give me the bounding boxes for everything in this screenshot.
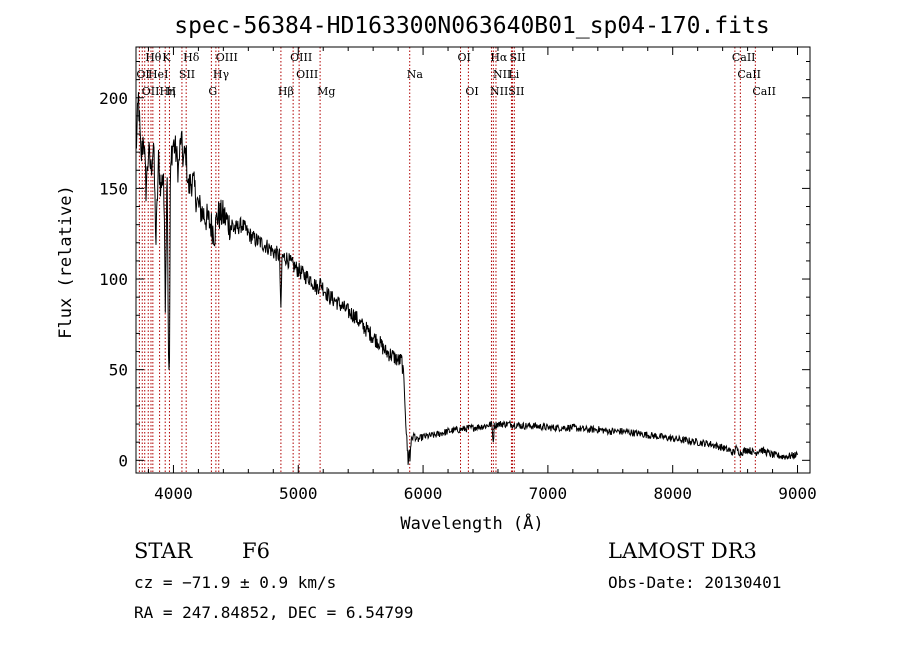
line-label: OIII [296, 68, 318, 81]
y-axis-label: Flux (relative) [56, 185, 76, 339]
line-label: H [166, 85, 176, 98]
x-tick-label: 5000 [279, 484, 318, 503]
line-label: OI [458, 51, 471, 64]
line-label: NII [493, 68, 511, 81]
line-label: Hγ [213, 68, 230, 81]
y-tick-label: 100 [99, 270, 128, 289]
y-tick-label: 0 [118, 451, 128, 470]
x-tick-label: 4000 [154, 484, 193, 503]
line-label: SII [509, 51, 525, 64]
line-label: Hβ [278, 85, 294, 98]
line-label: K [162, 51, 171, 64]
line-label: Li [508, 68, 519, 81]
line-label: OI [136, 68, 149, 81]
y-tick-label: 50 [109, 361, 128, 380]
line-label: NIISII [490, 85, 525, 98]
coordinates-text: RA = 247.84852, DEC = 6.54799 [134, 603, 414, 622]
x-tick-label: 7000 [529, 484, 568, 503]
spectral-line-markers [138, 47, 756, 473]
survey-name: LAMOST DR3 [608, 539, 757, 563]
line-label: OIII [290, 51, 312, 64]
plot-frame [135, 46, 811, 474]
line-label: Hα [490, 51, 508, 64]
line-label: Na [407, 68, 424, 81]
line-label: G [208, 85, 217, 98]
y-tick-label: 200 [99, 89, 128, 108]
redshift-text: cz = −71.9 ± 0.9 km/s [134, 573, 337, 592]
line-label: CaII [732, 51, 756, 64]
line-label: SII [179, 68, 195, 81]
object-class: STAR [134, 539, 193, 563]
spectrum-line [135, 92, 798, 465]
x-tick-label: 6000 [404, 484, 443, 503]
line-label: Mg [317, 85, 335, 98]
line-label: OI [465, 85, 478, 98]
line-label: Hθ [145, 51, 162, 64]
chart-title: spec-56384-HD163300N063640B01_sp04-170.f… [174, 13, 769, 39]
line-label: CaII [752, 85, 776, 98]
line-label: OIIHη [142, 85, 176, 98]
x-tick-label: 9000 [778, 484, 817, 503]
line-label: Hδ [183, 51, 200, 64]
x-axis: 4000 5000 6000 7000 8000 9000 [147, 47, 817, 503]
y-axis: 0 50 100 150 200 [99, 61, 810, 470]
line-label: HeI [148, 68, 168, 81]
object-subclass: F6 [242, 539, 270, 563]
line-label: CaII [737, 68, 761, 81]
y-tick-label: 150 [99, 179, 128, 198]
x-tick-label: 8000 [653, 484, 692, 503]
obs-date-text: Obs-Date: 20130401 [608, 573, 782, 592]
spectrum-series [135, 92, 798, 465]
x-axis-label: Wavelength (Å) [400, 512, 543, 534]
line-label: OIII [216, 51, 238, 64]
